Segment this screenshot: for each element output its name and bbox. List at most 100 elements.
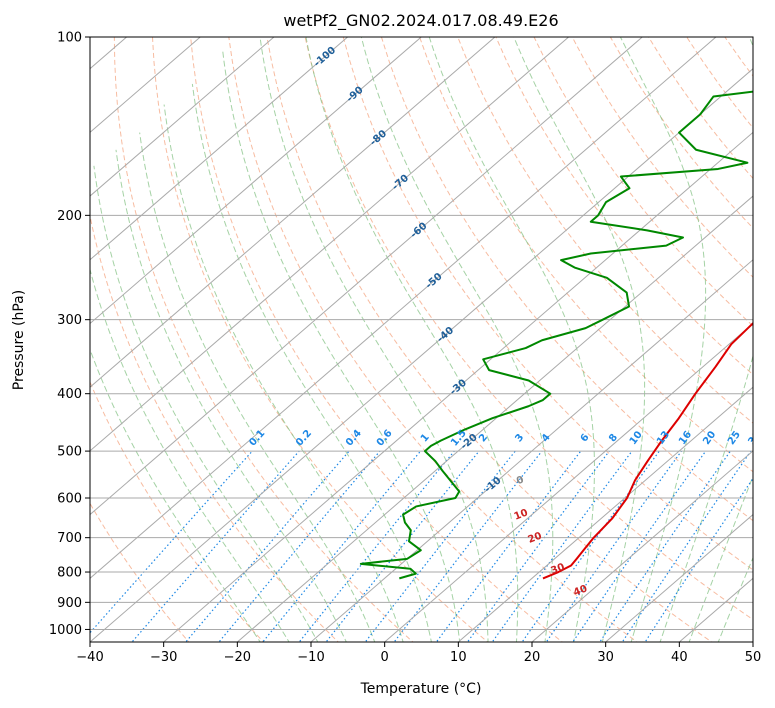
y-tick-label: 500: [57, 445, 82, 460]
isotherm: [90, 68, 753, 642]
mixing-ratio-line: [572, 450, 707, 642]
moist-adiabat: [659, 37, 753, 642]
y-tick-label: 300: [57, 313, 82, 328]
moist-adiabat: [139, 132, 376, 642]
isobar-gridlines: [90, 37, 753, 630]
isotherm: [90, 37, 275, 197]
dry-adiabat: [648, 37, 753, 180]
isotherm: [90, 37, 202, 134]
moist-adiabat-label: 40: [572, 583, 589, 598]
dry-adiabat: [533, 37, 753, 327]
y-tick-label: 200: [57, 209, 82, 224]
skewed-isotherms: [90, 37, 753, 642]
y-tick-label: 700: [57, 531, 82, 546]
mixing-ratio-label: 6: [579, 432, 592, 444]
mixing-ratio-label: 25: [726, 429, 743, 447]
x-tick-label: 50: [745, 650, 762, 665]
mixing-ratio-line: [521, 450, 660, 642]
moist-adiabat: [428, 37, 595, 642]
y-tick-label: 1000: [49, 623, 82, 638]
temperature-line: [542, 321, 753, 580]
x-tick-label: −40: [76, 650, 103, 665]
moist-adiabat-label: 20: [527, 531, 544, 546]
moist-adiabat-label: 10: [513, 507, 530, 522]
isotherm: [162, 131, 753, 642]
mixing-ratio-label: 1: [419, 432, 432, 444]
moist-adiabat: [93, 165, 319, 642]
mixing-ratio-line: [218, 450, 381, 642]
y-tick-label: 900: [57, 596, 82, 611]
dry-adiabat: [571, 37, 753, 278]
y-axis-label: Pressure (hPa): [11, 290, 27, 390]
isotherm: [90, 37, 717, 579]
mixing-ratio-line: [90, 450, 253, 634]
mixing-ratio-label: 8: [607, 432, 620, 444]
x-tick-label: 30: [597, 650, 614, 665]
mixing-ratio-line: [599, 450, 731, 642]
mixing-ratio-label: 16: [677, 429, 694, 447]
dewpoint-line: [359, 90, 753, 580]
y-tick-label: 400: [57, 387, 82, 402]
moist-adiabat-label: 0: [515, 474, 525, 487]
mixing-ratio-label: 0.2: [294, 428, 314, 449]
mixing-ratio-label: 2: [477, 432, 490, 444]
moist-adiabat: [619, 37, 707, 642]
x-axis-label: Temperature (°C): [360, 681, 482, 697]
mixing-ratio-label: 13: [655, 429, 672, 447]
isotherm: [90, 37, 423, 325]
moist-adiabat: [115, 149, 347, 642]
moist-adiabat: [90, 348, 261, 642]
mixing-ratio-line: [545, 450, 682, 642]
isotherm: [310, 259, 753, 642]
dry-adiabat: [266, 37, 713, 642]
x-tick-label: 40: [671, 650, 688, 665]
mixing-ratio-line: [393, 450, 543, 642]
mixing-ratio-line: [491, 450, 633, 642]
isotherm: [457, 386, 753, 642]
dry-adiabat: [419, 37, 753, 473]
x-tick-label: 20: [524, 650, 541, 665]
dry-adiabat: [113, 37, 414, 642]
dry-adiabat: [190, 37, 564, 642]
dry-adiabat: [457, 37, 753, 424]
x-tick-label: −30: [150, 650, 177, 665]
mixing-ratio-label: 36: [767, 429, 775, 447]
moist-adiabat: [222, 49, 461, 642]
isotherm: [678, 577, 753, 642]
mixing-ratio-label: 0.6: [375, 428, 395, 449]
mixing-ratio-line: [644, 477, 753, 642]
y-tick-label: 100: [57, 31, 82, 46]
mixing-ratio-line: [435, 450, 582, 642]
isotherm: [90, 37, 644, 516]
dry-adiabat: [151, 37, 489, 642]
mixing-ratio-label: 0.1: [247, 428, 267, 449]
isotherm: [90, 37, 349, 261]
mixing-ratio-line: [131, 450, 300, 642]
dry-adiabat: [495, 37, 753, 376]
mixing-ratio-line: [298, 450, 455, 642]
moist-adiabat: [360, 37, 554, 642]
isotherm: [604, 513, 753, 642]
moist-adiabat: [305, 37, 519, 642]
dry-adiabat: [90, 380, 265, 642]
moist-adiabat: [259, 37, 489, 642]
moist-adiabat: [191, 83, 432, 642]
mixing-ratio-label: 30: [746, 429, 763, 447]
plot-frame: [89, 36, 754, 643]
dry-adiabat: [90, 213, 339, 642]
y-tick-label: 800: [57, 566, 82, 581]
x-axis-ticks: −40 −30 −20 −10 0 10 20 30 40 50: [76, 642, 761, 665]
moist-adiabat-label: 30: [549, 562, 566, 577]
isotherm: [752, 641, 753, 642]
isotherm: [90, 37, 496, 388]
x-tick-label: 10: [450, 650, 467, 665]
isotherm: [236, 195, 753, 642]
mixing-ratio-label: 0.4: [344, 428, 364, 449]
mixing-ratio-label: 20: [701, 429, 718, 447]
moist-adiabat: [717, 556, 753, 642]
moist-adiabat: [90, 267, 290, 642]
profile-lines: [359, 90, 753, 580]
x-tick-label: 0: [381, 650, 389, 665]
isotherm: [90, 37, 570, 452]
